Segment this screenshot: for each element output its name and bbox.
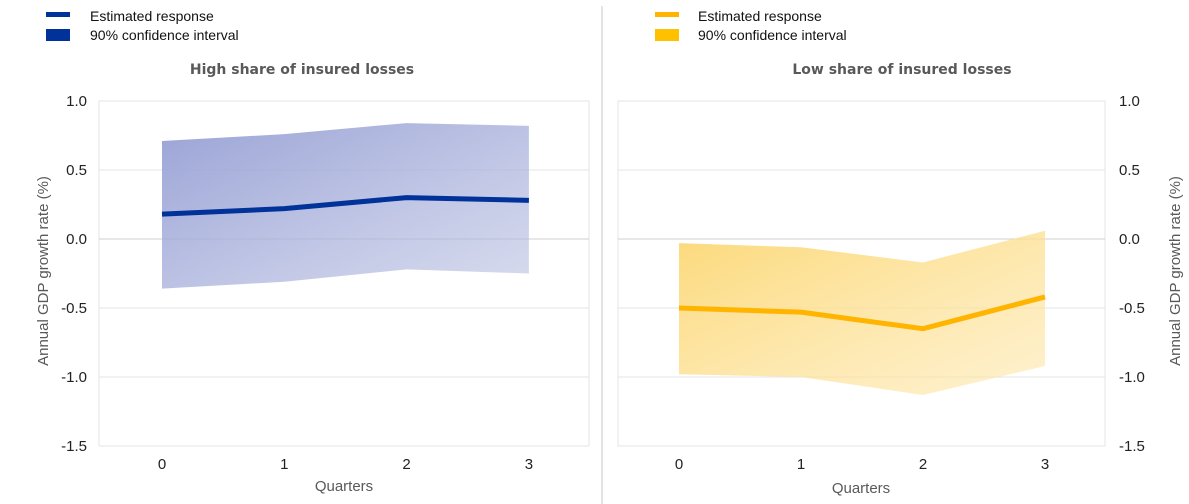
panel-low-insured: Estimated response 90% confidence interv… [617, 8, 1184, 497]
x-tick-label: 3 [525, 456, 533, 473]
y-tick-label: -1.5 [61, 438, 87, 455]
legend-label-estimated-response: Estimated response [698, 8, 822, 24]
legend-band-swatch [655, 29, 679, 41]
chart-title: High share of insured losses [190, 62, 414, 78]
y-tick-label: 0.0 [1119, 231, 1140, 248]
x-tick-label: 1 [797, 456, 805, 473]
y-tick-label: -1.5 [1119, 438, 1145, 455]
legend-label-estimated-response: Estimated response [90, 8, 214, 24]
x-axis-title: Quarters [832, 480, 890, 497]
y-tick-label: 1.0 [1119, 93, 1140, 110]
legend: Estimated response 90% confidence interv… [46, 8, 239, 43]
x-axis-ticks: 0 1 2 3 [158, 456, 533, 473]
y-tick-label: 0.5 [1119, 162, 1140, 179]
legend-label-confidence-interval: 90% confidence interval [698, 27, 847, 43]
legend-label-confidence-interval: 90% confidence interval [90, 27, 239, 43]
estimated-response-line [678, 294, 1046, 332]
y-axis-ticks: 1.0 0.5 0.0 -0.5 -1.0 -1.5 [1119, 93, 1145, 455]
y-axis-title: Annual GDP growth rate (%) [35, 176, 52, 366]
y-axis-title: Annual GDP growth rate (%) [1167, 176, 1184, 366]
y-tick-label: -0.5 [1119, 300, 1145, 317]
x-tick-label: 0 [675, 456, 683, 473]
legend-line-swatch [46, 12, 70, 17]
x-axis-ticks: 0 1 2 3 [675, 456, 1049, 473]
legend-line-swatch [655, 12, 679, 17]
x-tick-label: 2 [919, 456, 927, 473]
x-tick-label: 2 [402, 456, 410, 473]
estimated-response-line [161, 195, 529, 217]
y-tick-label: -0.5 [61, 300, 87, 317]
legend: Estimated response 90% confidence interv… [655, 8, 847, 43]
panel-high-insured: Estimated response 90% confidence interv… [35, 8, 590, 495]
confidence-band [679, 230, 1045, 395]
y-tick-label: 0.0 [66, 231, 87, 248]
x-tick-label: 0 [158, 456, 166, 473]
x-axis-title: Quarters [315, 478, 373, 495]
y-tick-label: 1.0 [66, 93, 87, 110]
chart-title: Low share of insured losses [792, 62, 1011, 78]
y-axis-ticks: 1.0 0.5 0.0 -0.5 -1.0 -1.5 [61, 93, 87, 455]
y-tick-label: 0.5 [66, 162, 87, 179]
legend-band-swatch [46, 29, 70, 41]
x-tick-label: 1 [280, 456, 288, 473]
y-tick-label: -1.0 [1119, 369, 1145, 386]
x-tick-label: 3 [1041, 456, 1049, 473]
confidence-band [162, 123, 529, 289]
y-tick-label: -1.0 [61, 369, 87, 386]
